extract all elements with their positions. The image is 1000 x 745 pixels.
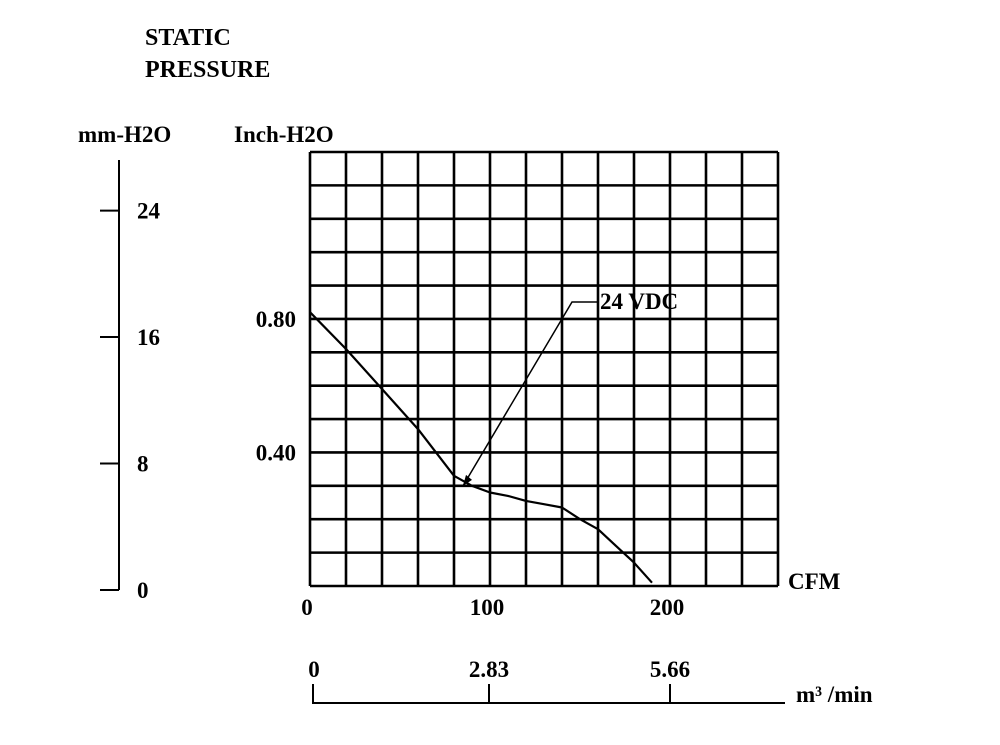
y-tick-label: 0.40 [256,440,296,465]
metric-axis-tick-label: 0 [308,657,320,682]
metric-axis: 0 2.83 5.66 [308,657,785,704]
annotation-label: 24 VDC [600,289,678,314]
left-axis-tick-label: 24 [137,199,161,224]
x-tick-label: 0 [301,595,313,620]
left-axis-tick-label: 16 [137,325,160,350]
y-axis-tick-labels: 0.80 0.40 [256,307,296,466]
metric-axis-tick-label: 2.83 [469,657,509,682]
annotation-arrowhead [463,474,472,486]
y-axis-unit-label: Inch-H2O [234,122,334,147]
series-annotation: 24 VDC [462,289,678,487]
y-tick-label: 0.80 [256,307,296,332]
chart-title-line-1: STATIC [145,25,231,51]
x-tick-label: 100 [470,595,505,620]
chart-title-line-2: PRESSURE [145,57,270,83]
left-axis-tick-label: 8 [137,452,149,477]
series-line-24vdc [309,311,653,584]
x-axis-tick-labels: 0 100 200 [301,595,684,620]
left-axis-unit-label: mm-H2O [78,122,171,147]
x-tick-label: 200 [650,595,685,620]
metric-axis-tick-label: 5.66 [650,657,690,682]
metric-axis-unit-label: m³ /min [796,682,873,707]
annotation-leader-line [462,301,598,487]
x-axis-unit-label: CFM [788,569,841,594]
plot-grid [308,150,780,588]
left-axis: 24 16 8 0 [100,160,161,603]
series-layer [309,311,653,584]
left-axis-tick-label: 0 [137,578,149,603]
